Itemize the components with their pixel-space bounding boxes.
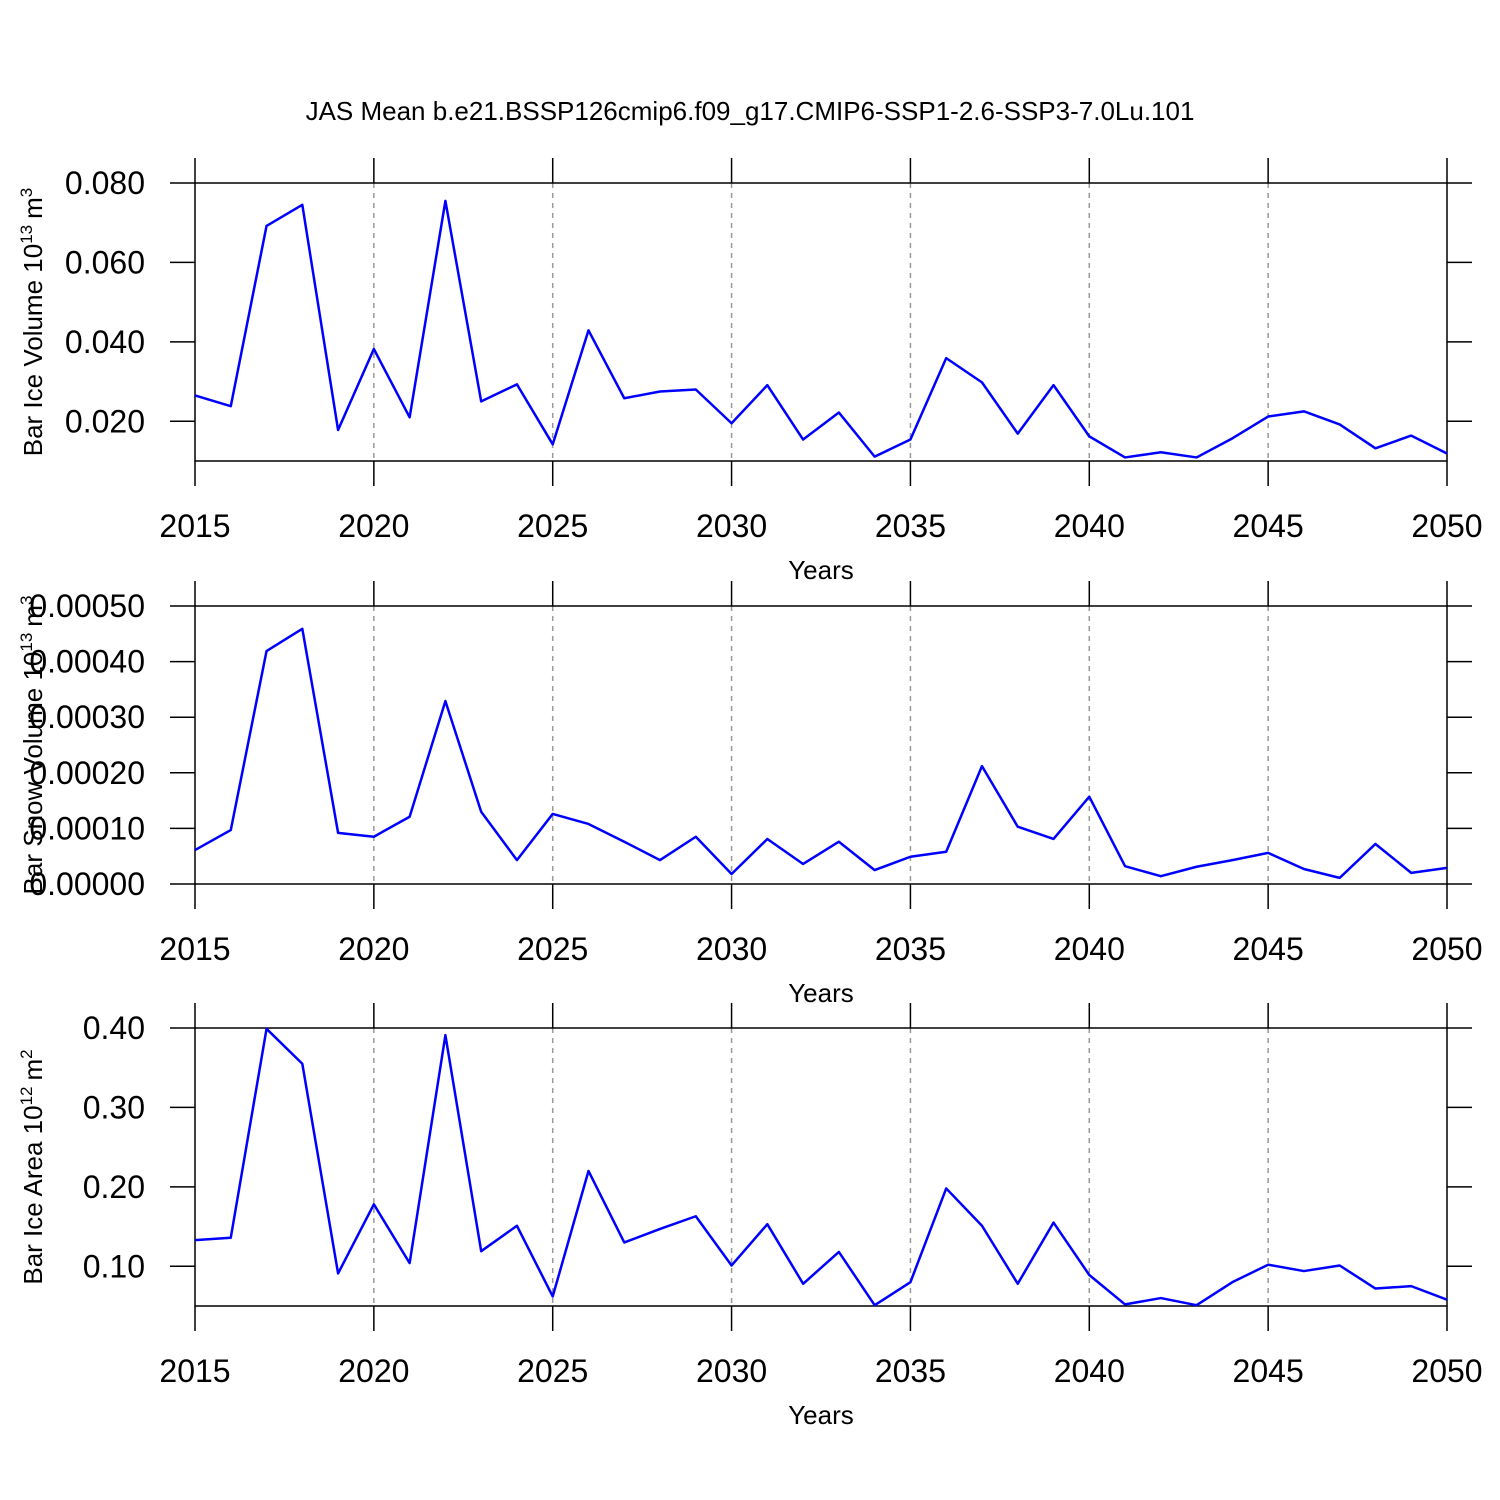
series-line xyxy=(194,627,1448,880)
y-axis-label: Bar Ice Volume 1013 m3 xyxy=(17,188,48,457)
y-axis-label-part: m xyxy=(18,197,48,219)
plot-frame xyxy=(194,182,1448,462)
y-axis-label-part: 13 xyxy=(17,225,36,244)
x-tick-label: 2020 xyxy=(338,1353,409,1389)
y-axis-label-part: Bar Ice Area 10 xyxy=(18,1105,48,1284)
x-tick-label: 2020 xyxy=(338,931,409,967)
y-tick-label: 0.00030 xyxy=(29,699,145,735)
x-tick-label: 2050 xyxy=(1411,931,1482,967)
y-axis-label-part: Bar Snow Volume 10 xyxy=(18,652,48,895)
plot-frame xyxy=(194,605,1448,885)
y-axis-label: Bar Ice Area 1012 m2 xyxy=(17,1049,48,1284)
y-tick-label: 0.080 xyxy=(65,165,145,201)
x-tick-label: 2015 xyxy=(159,508,230,544)
x-tick-label: 2030 xyxy=(696,508,767,544)
x-tick-label: 2015 xyxy=(159,1353,230,1389)
x-tick-label: 2040 xyxy=(1054,931,1125,967)
x-tick-label: 2050 xyxy=(1411,1353,1482,1389)
x-tick-label: 2015 xyxy=(159,931,230,967)
y-axis-label-part: 2 xyxy=(17,1049,36,1058)
y-axis-label-part: 3 xyxy=(17,596,36,605)
x-tick-label: 2045 xyxy=(1233,1353,1304,1389)
chart-title: JAS Mean b.e21.BSSP126cmip6.f09_g17.CMIP… xyxy=(306,96,1195,126)
x-tick-label: 2030 xyxy=(696,931,767,967)
y-tick-label: 0.40 xyxy=(83,1010,145,1046)
x-tick-label: 2030 xyxy=(696,1353,767,1389)
x-tick-label: 2040 xyxy=(1054,508,1125,544)
y-axis-label-part: m xyxy=(18,605,48,627)
y-tick-label: 0.30 xyxy=(83,1089,145,1125)
y-axis-label-part: m xyxy=(18,1059,48,1081)
y-tick-label: 0.00010 xyxy=(29,810,145,846)
series-line xyxy=(194,199,1448,459)
y-axis-label: Bar Snow Volume 1013 m3 xyxy=(17,596,48,895)
x-axis-label: Years xyxy=(788,555,854,585)
y-tick-label: 0.060 xyxy=(65,244,145,280)
x-tick-label: 2045 xyxy=(1233,508,1304,544)
y-tick-label: 0.040 xyxy=(65,324,145,360)
x-tick-label: 2025 xyxy=(517,508,588,544)
y-tick-label: 0.00020 xyxy=(29,755,145,791)
y-axis-label-part: 3 xyxy=(17,188,36,197)
plot-frame xyxy=(194,1027,1448,1307)
x-axis-label: Years xyxy=(788,1400,854,1430)
x-tick-label: 2020 xyxy=(338,508,409,544)
x-tick-label: 2050 xyxy=(1411,508,1482,544)
x-tick-label: 2040 xyxy=(1054,1353,1125,1389)
x-tick-label: 2035 xyxy=(875,931,946,967)
y-tick-label: 0.020 xyxy=(65,403,145,439)
x-tick-label: 2025 xyxy=(517,931,588,967)
x-axis-label: Years xyxy=(788,978,854,1008)
x-tick-label: 2025 xyxy=(517,1353,588,1389)
y-tick-label: 0.10 xyxy=(83,1248,145,1284)
x-tick-label: 2045 xyxy=(1233,931,1304,967)
x-tick-label: 2035 xyxy=(875,1353,946,1389)
y-tick-label: 0.00050 xyxy=(29,588,145,624)
series-line xyxy=(194,1027,1448,1307)
y-tick-label: 0.00000 xyxy=(29,866,145,902)
y-tick-label: 0.20 xyxy=(83,1169,145,1205)
y-axis-label-part: 12 xyxy=(17,1086,36,1105)
y-axis-label-part: 13 xyxy=(17,633,36,652)
y-tick-label: 0.00040 xyxy=(29,644,145,680)
x-tick-label: 2035 xyxy=(875,508,946,544)
y-axis-label-part: Bar Ice Volume 10 xyxy=(18,244,48,456)
